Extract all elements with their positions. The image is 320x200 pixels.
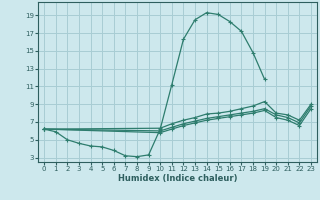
X-axis label: Humidex (Indice chaleur): Humidex (Indice chaleur) xyxy=(118,174,237,183)
